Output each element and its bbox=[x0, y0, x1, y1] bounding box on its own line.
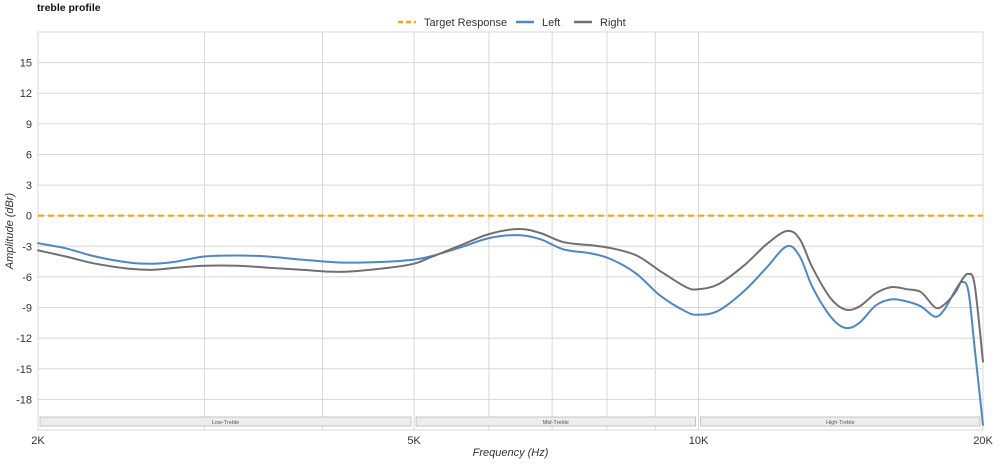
y-tick-label: -9 bbox=[22, 303, 32, 315]
band-label: Mid-Treble bbox=[543, 420, 569, 426]
x-axis-title: Frequency (Hz) bbox=[473, 447, 549, 459]
band-label: Low-Treble bbox=[212, 420, 239, 426]
plot-area bbox=[37, 31, 984, 431]
y-tick-label: 9 bbox=[26, 119, 32, 131]
y-tick-label: -12 bbox=[16, 333, 32, 345]
x-tick-label: 5K bbox=[407, 435, 421, 447]
band-high-treble bbox=[700, 416, 981, 427]
y-tick-label: -18 bbox=[16, 394, 32, 406]
y-tick-label: 0 bbox=[26, 211, 32, 223]
legend-label: Target Response bbox=[424, 17, 507, 29]
y-tick-label: 3 bbox=[26, 180, 32, 192]
legend-label: Left bbox=[542, 17, 560, 29]
band-label: High-Treble bbox=[826, 420, 855, 426]
band-low-treble bbox=[39, 416, 412, 427]
x-tick-label: 20K bbox=[973, 435, 993, 447]
y-tick-label: -15 bbox=[16, 364, 32, 376]
series-line-right bbox=[37, 227, 984, 363]
y-axis-title: Amplitude (dBr) bbox=[4, 192, 16, 270]
y-tick-label: -3 bbox=[22, 241, 32, 253]
x-tick-label: 2K bbox=[31, 435, 45, 447]
band-mid-treble bbox=[415, 416, 696, 427]
y-tick-label: -6 bbox=[22, 272, 32, 284]
chart-title: treble profile bbox=[37, 2, 101, 14]
y-tick-label: 15 bbox=[20, 58, 32, 70]
legend-label: Right bbox=[600, 17, 626, 29]
series-line-left bbox=[37, 234, 984, 426]
y-tick-label: 6 bbox=[26, 149, 32, 161]
y-tick-label: 12 bbox=[20, 88, 32, 100]
x-tick-label: 10K bbox=[689, 435, 709, 447]
